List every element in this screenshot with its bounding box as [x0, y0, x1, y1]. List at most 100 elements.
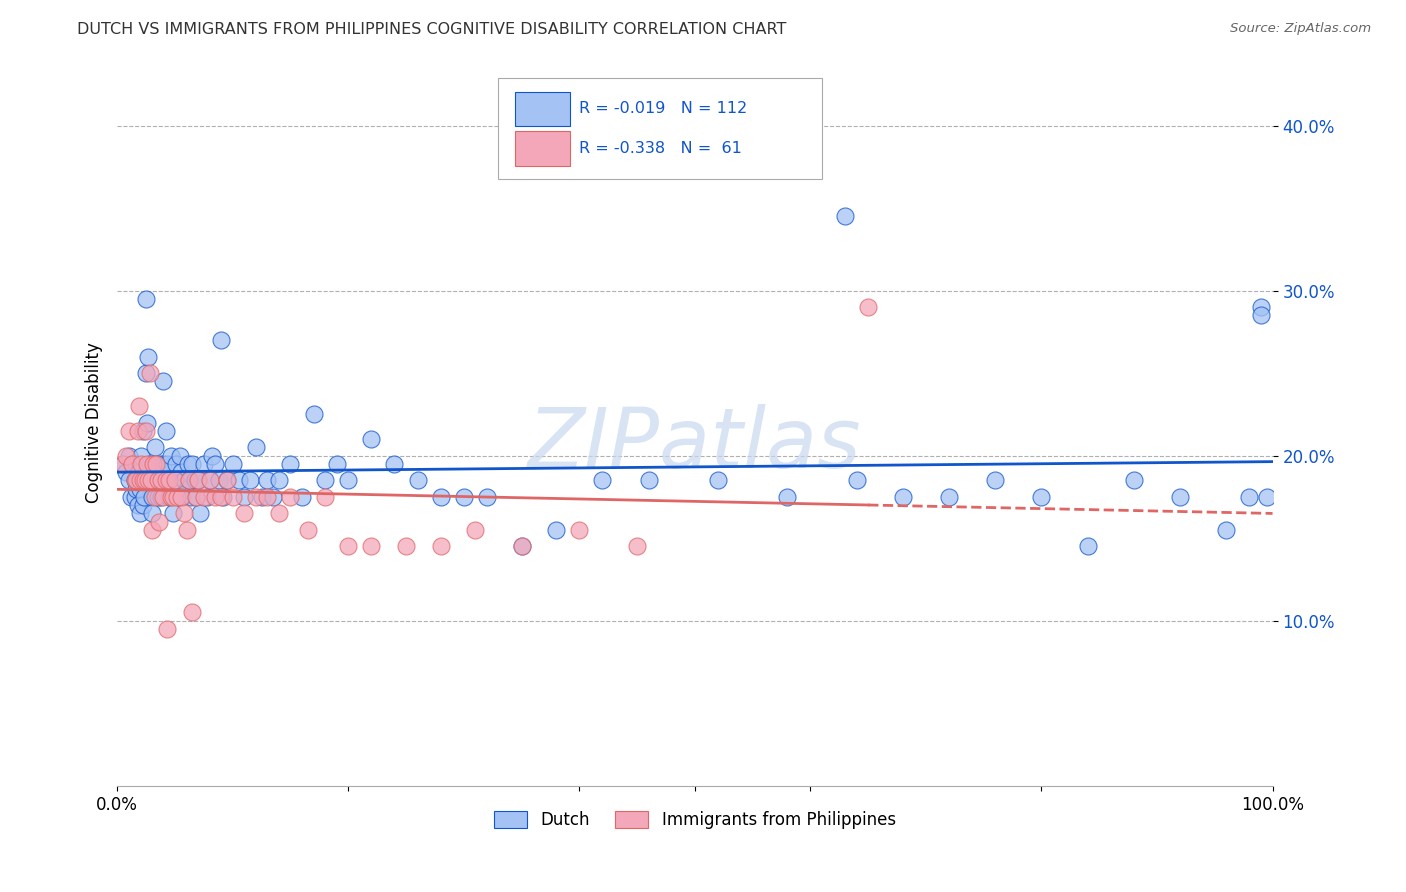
Point [143, 441, 166, 455]
Point [262, 490, 284, 504]
Text: ZIPatlas: ZIPatlas [529, 404, 862, 485]
Point [1168, 490, 1191, 504]
Point [280, 457, 302, 471]
Point [429, 540, 451, 554]
Point [138, 457, 160, 471]
Point [546, 523, 568, 537]
Point [406, 474, 429, 488]
Point [233, 507, 256, 521]
Point [143, 457, 166, 471]
Point [149, 457, 172, 471]
Point [124, 457, 146, 471]
Point [1215, 523, 1237, 537]
Point [222, 490, 245, 504]
Point [337, 474, 360, 488]
Point [181, 457, 204, 471]
Point [198, 474, 221, 488]
Point [129, 482, 152, 496]
Point [129, 507, 152, 521]
Point [141, 523, 163, 537]
Point [228, 474, 250, 488]
Point [267, 474, 290, 488]
Point [510, 540, 533, 554]
Point [142, 457, 165, 471]
Point [280, 490, 302, 504]
Point [163, 474, 186, 488]
Point [1239, 490, 1261, 504]
Point [132, 490, 155, 504]
Point [121, 457, 143, 471]
Point [845, 474, 868, 488]
Point [118, 474, 141, 488]
Point [155, 424, 177, 438]
Point [215, 474, 238, 488]
Point [302, 408, 325, 422]
Point [176, 523, 198, 537]
Point [1031, 490, 1053, 504]
Point [204, 490, 226, 504]
Point [360, 540, 382, 554]
Point [360, 432, 382, 446]
Point [337, 540, 360, 554]
FancyBboxPatch shape [499, 78, 823, 179]
Point [464, 523, 486, 537]
Point [142, 474, 165, 488]
Point [148, 515, 170, 529]
Point [209, 333, 232, 347]
Point [115, 465, 138, 479]
Point [139, 474, 162, 488]
Point [183, 474, 205, 488]
Point [118, 424, 141, 438]
Point [146, 474, 169, 488]
Point [160, 490, 183, 504]
Point [170, 465, 193, 479]
Point [157, 474, 180, 488]
Point [475, 490, 498, 504]
Point [120, 490, 142, 504]
Point [146, 490, 169, 504]
Point [177, 474, 200, 488]
Point [163, 474, 186, 488]
FancyBboxPatch shape [515, 92, 569, 127]
Point [128, 465, 150, 479]
Point [314, 474, 336, 488]
Legend: Dutch, Immigrants from Philippines: Dutch, Immigrants from Philippines [488, 804, 903, 836]
Point [256, 490, 278, 504]
Point [170, 490, 193, 504]
Point [637, 474, 659, 488]
Point [384, 457, 406, 471]
Point [591, 474, 613, 488]
Point [131, 498, 153, 512]
Point [209, 490, 232, 504]
Point [131, 424, 153, 438]
Point [156, 622, 179, 636]
Point [127, 424, 149, 438]
Point [162, 507, 184, 521]
Point [159, 474, 181, 488]
Point [131, 457, 153, 471]
Point [776, 490, 799, 504]
Point [136, 416, 159, 430]
Point [124, 474, 146, 488]
Point [129, 474, 152, 488]
Point [314, 490, 336, 504]
Point [166, 490, 188, 504]
Point [198, 474, 221, 488]
Point [834, 210, 856, 224]
Point [250, 490, 273, 504]
Point [453, 490, 475, 504]
Point [891, 490, 914, 504]
Point [239, 474, 262, 488]
Point [204, 457, 226, 471]
Point [173, 507, 195, 521]
Point [1122, 474, 1144, 488]
Point [193, 490, 215, 504]
Point [131, 474, 153, 488]
Point [184, 490, 207, 504]
Point [160, 449, 183, 463]
Point [124, 474, 146, 488]
Point [146, 465, 169, 479]
Point [124, 490, 146, 504]
Point [1077, 540, 1099, 554]
Point [181, 606, 204, 620]
